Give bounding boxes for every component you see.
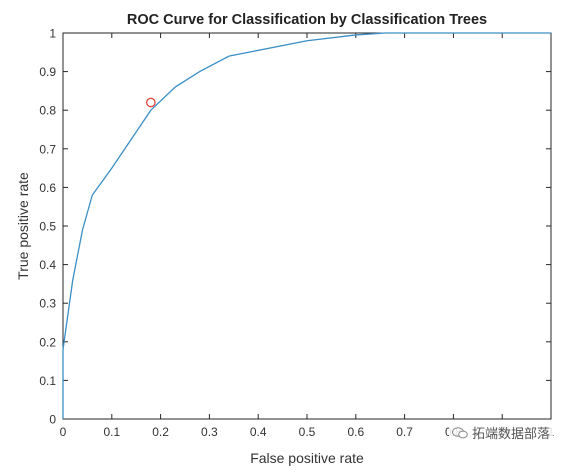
- y-tick-label-5: 0.5: [39, 220, 56, 234]
- x-tick-label-7: 0.7: [396, 425, 413, 439]
- watermark-text: 拓端数据部落: [471, 427, 550, 442]
- y-tick-label-0: 0: [49, 413, 56, 427]
- x-axis-label: False positive rate: [250, 450, 364, 466]
- x-tick-label-0: 0: [60, 425, 67, 439]
- x-tick-label-6: 0.6: [347, 425, 364, 439]
- plot-frame: [62, 32, 552, 420]
- y-tick-label-3: 0.3: [39, 297, 56, 311]
- y-tick-label-4: 0.4: [39, 258, 56, 272]
- y-tick-label-6: 0.6: [39, 181, 56, 195]
- y-axis-label: True positive rate: [15, 172, 31, 280]
- y-tick-label-1: 0.1: [39, 374, 56, 388]
- y-tick-label-10: 1: [49, 27, 56, 41]
- x-axis-ticks: 00.10.20.30.40.50.60.70.80.91: [60, 33, 555, 439]
- y-tick-label-9: 0.9: [39, 65, 56, 79]
- roc-curve-line: [62, 32, 551, 419]
- x-tick-label-1: 0.1: [103, 425, 120, 439]
- y-axis-ticks: 0 0.1 0.2 0.3 0.4 0.5 0.6 0.7 0.8 0.9 1: [39, 27, 551, 427]
- x-tick-label-5: 0.5: [299, 425, 316, 439]
- x-tick-label-4: 0.4: [250, 425, 267, 439]
- y-tick-label-2: 0.2: [39, 335, 56, 349]
- watermark: 拓端数据部落: [448, 422, 553, 443]
- operating-point-marker: [145, 97, 156, 108]
- x-tick-label-3: 0.3: [201, 425, 218, 439]
- x-tick-label-2: 0.2: [152, 425, 169, 439]
- y-tick-label-8: 0.8: [39, 104, 56, 118]
- y-tick-label-7: 0.7: [39, 142, 56, 156]
- wechat-icon: [451, 426, 468, 438]
- chart-title: ROC Curve for Classification by Classifi…: [127, 12, 487, 28]
